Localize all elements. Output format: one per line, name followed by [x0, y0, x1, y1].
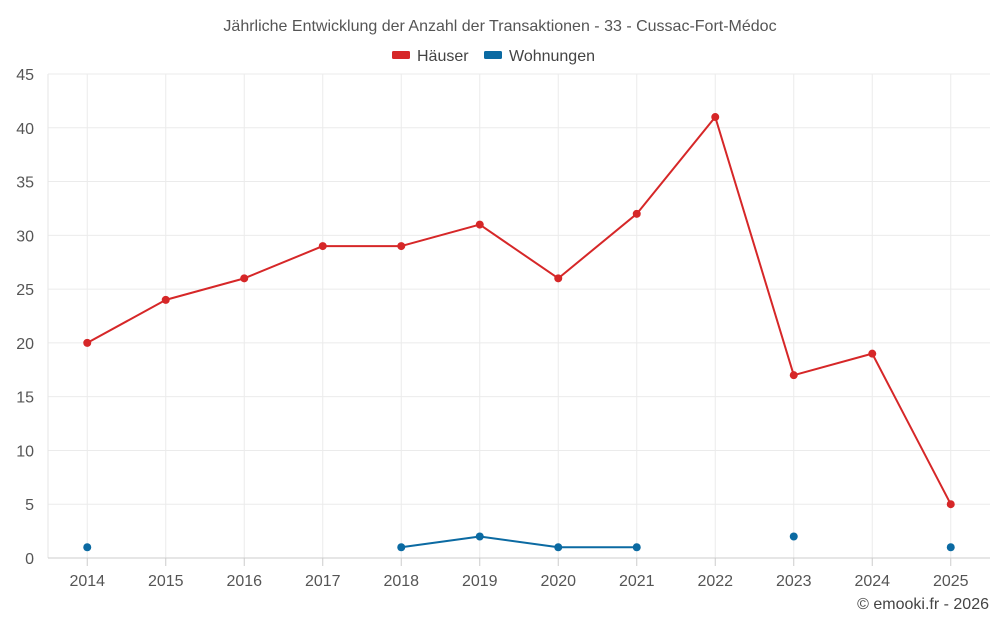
y-tick-label: 20: [16, 336, 34, 353]
legend-item-haeuser[interactable]: Häuser: [392, 48, 469, 65]
x-tick-label: 2020: [540, 573, 576, 590]
y-tick-label: 25: [16, 282, 34, 299]
x-tick-label: 2023: [776, 573, 812, 590]
data-point-haeuser: [789, 371, 798, 380]
x-tick-label: 2014: [69, 573, 105, 590]
series-line-wohnungen: [401, 535, 637, 549]
x-tick-label: 2019: [462, 573, 498, 590]
grid: [48, 73, 990, 558]
legend-label-haeuser: Häuser: [417, 48, 469, 65]
data-point-haeuser: [397, 242, 406, 251]
x-tick-label: 2016: [226, 573, 262, 590]
x-tick-label: 2022: [697, 573, 733, 590]
legend-swatch-haeuser: [392, 51, 410, 59]
copyright-credit: © emooki.fr - 2026: [857, 596, 989, 613]
legend-item-wohnungen[interactable]: Wohnungen: [484, 48, 595, 65]
data-point-haeuser: [318, 242, 327, 251]
legend-label-wohnungen: Wohnungen: [509, 48, 595, 65]
y-tick-label: 30: [16, 228, 34, 245]
data-point-wohnungen: [946, 543, 955, 552]
data-point-haeuser: [946, 500, 955, 509]
data-point-wohnungen: [554, 543, 563, 552]
legend: Häuser Wohnungen: [392, 48, 595, 65]
data-point-haeuser: [868, 349, 877, 358]
x-tick-label: 2015: [148, 573, 184, 590]
x-tick-label: 2024: [854, 573, 890, 590]
data-point-wohnungen: [632, 543, 641, 552]
series-line-haeuser: [86, 116, 952, 505]
data-point-haeuser: [711, 113, 720, 122]
data-point-haeuser: [554, 274, 563, 283]
data-point-haeuser: [475, 220, 484, 229]
y-tick-label: 5: [25, 497, 34, 514]
chart-title: Jährliche Entwicklung der Anzahl der Tra…: [223, 18, 776, 35]
y-tick-label: 0: [25, 551, 34, 568]
data-point-haeuser: [240, 274, 249, 283]
x-tick-label: 2017: [305, 573, 341, 590]
data-point-wohnungen: [83, 543, 92, 552]
data-point-haeuser: [83, 338, 92, 347]
data-point-wohnungen: [397, 543, 406, 552]
data-point-haeuser: [161, 295, 170, 304]
x-tick-label: 2021: [619, 573, 655, 590]
y-tick-label: 35: [16, 175, 34, 192]
y-tick-label: 15: [16, 390, 34, 407]
y-tick-label: 10: [16, 443, 34, 460]
series-layer: [83, 113, 955, 552]
data-point-wohnungen: [789, 532, 798, 541]
y-tick-label: 45: [16, 67, 34, 84]
y-tick-label: 40: [16, 121, 34, 138]
x-tick-label: 2018: [383, 573, 419, 590]
x-tick-label: 2025: [933, 573, 969, 590]
data-point-wohnungen: [475, 532, 484, 541]
legend-swatch-wohnungen: [484, 51, 502, 59]
data-point-haeuser: [632, 209, 641, 218]
